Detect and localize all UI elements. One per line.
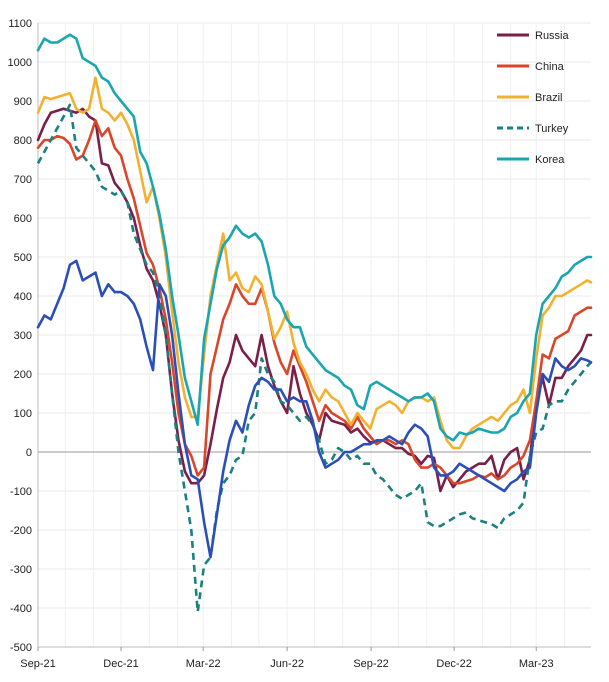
x-tick-label: Dec-22: [436, 658, 471, 670]
series-line-unlabeled: [36, 259, 593, 559]
series-line-korea: [36, 33, 593, 442]
x-tick-label: Mar-23: [519, 658, 554, 670]
y-tick-label: 800: [14, 135, 32, 147]
y-tick-label: 400: [14, 291, 32, 303]
y-tick-label: 700: [14, 174, 32, 186]
grid-lines: [37, 22, 591, 648]
y-tick-label: 200: [14, 369, 32, 381]
legend-label-china: China: [535, 61, 565, 73]
legend: Russia China Brazil Turkey Korea: [497, 30, 570, 166]
series-line-turkey: [36, 103, 592, 614]
series-line-china: [36, 119, 593, 485]
y-tick-label: -200: [10, 525, 32, 537]
y-tick-label: 300: [14, 330, 32, 342]
y-tick-label: 900: [14, 96, 32, 108]
x-tick-label: Jun-22: [270, 658, 304, 670]
y-tick-label: 0: [26, 447, 32, 459]
y-tick-label: -400: [10, 603, 32, 615]
y-tick-label: -500: [10, 642, 32, 654]
y-tick-label: -300: [10, 564, 32, 576]
y-tick-label: 100: [14, 408, 32, 420]
y-axis: -500 -400 -300 -200 -100 0 100 200 300 400 500 600 7…: [8, 18, 32, 654]
x-tick-label: Dec-21: [103, 658, 138, 670]
x-tick-label: Sep-22: [353, 658, 388, 670]
y-tick-label: 500: [14, 252, 32, 264]
legend-label-turkey: Turkey: [535, 123, 569, 135]
legend-label-korea: Korea: [535, 154, 565, 166]
legend-label-russia: Russia: [535, 30, 570, 42]
y-tick-label: -100: [10, 486, 32, 498]
x-tick-label: Mar-22: [186, 658, 221, 670]
x-axis: Sep-21 Dec-21 Mar-22 Jun-22 Sep-22 Dec-22 Mar-…: [20, 647, 554, 670]
series-group: [36, 33, 593, 614]
y-tick-label: 1000: [8, 57, 32, 69]
y-tick-label: 1100: [8, 18, 32, 30]
series-line-brazil: [36, 76, 593, 450]
y-tick-label: 600: [14, 213, 32, 225]
x-tick-label: Sep-21: [20, 658, 55, 670]
legend-label-brazil: Brazil: [535, 92, 563, 104]
